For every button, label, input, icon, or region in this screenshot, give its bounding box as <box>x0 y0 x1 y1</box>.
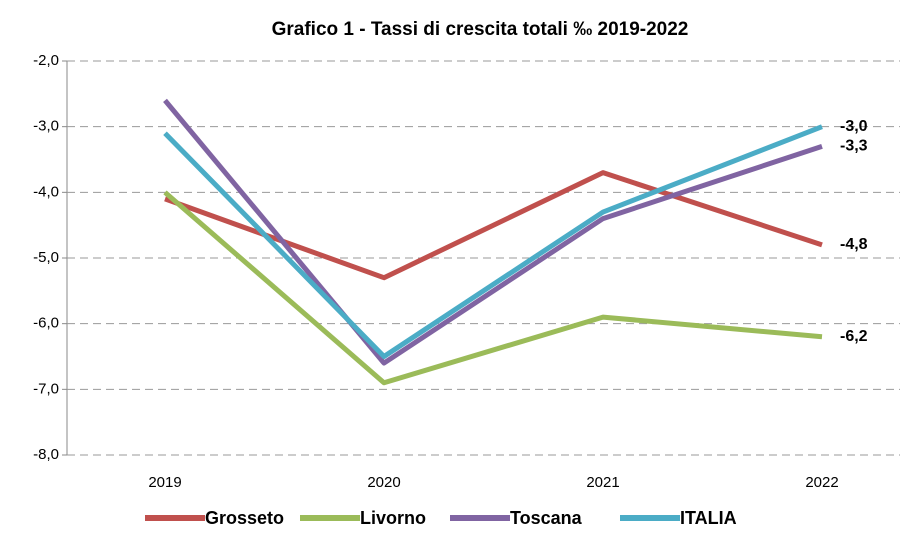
x-tick-label: 2022 <box>805 474 838 491</box>
data-label: -4,8 <box>840 236 868 253</box>
series-line <box>163 190 823 386</box>
legend-label: Toscana <box>510 508 583 528</box>
series-line <box>164 170 823 281</box>
y-tick-label: -7,0 <box>33 380 59 397</box>
y-tick-label: -2,0 <box>33 52 59 69</box>
legend-label: Livorno <box>360 508 426 528</box>
data-label: -6,2 <box>840 328 868 345</box>
series-line <box>163 124 823 359</box>
x-tick-label: 2020 <box>367 474 400 491</box>
legend-label: ITALIA <box>680 508 737 528</box>
data-label: -3,0 <box>840 118 868 135</box>
y-tick-label: -8,0 <box>33 446 59 463</box>
data-label: -3,3 <box>840 138 868 155</box>
y-tick-label: -4,0 <box>33 183 59 200</box>
y-tick-label: -3,0 <box>33 118 59 135</box>
y-tick-label: -6,0 <box>33 315 59 332</box>
x-tick-label: 2021 <box>586 474 619 491</box>
x-tick-label: 2019 <box>148 474 181 491</box>
chart-title: Grafico 1 - Tassi di crescita totali ‰ 2… <box>272 19 689 40</box>
series-line <box>163 98 823 366</box>
y-tick-label: -5,0 <box>33 249 59 266</box>
legend-label: Grosseto <box>205 508 284 528</box>
